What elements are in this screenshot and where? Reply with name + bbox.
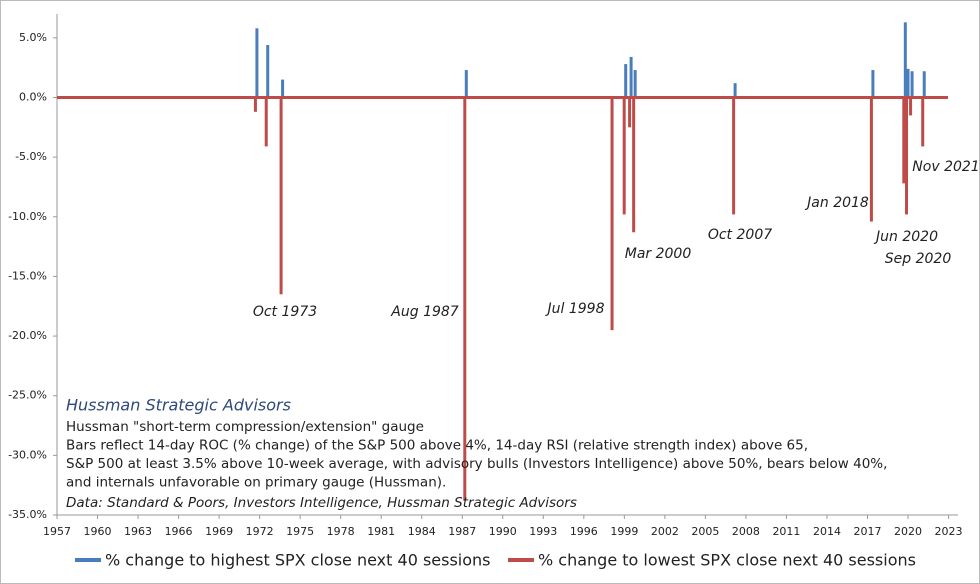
x-tick-label: 1957 [43, 525, 71, 538]
y-tick-label: -35.0% [8, 508, 47, 521]
annotation: Jan 2018 [804, 195, 869, 211]
y-tick-label: -30.0% [8, 448, 47, 461]
x-tick-label: 1984 [408, 525, 436, 538]
bar [266, 45, 270, 98]
x-tick-label: 1981 [367, 525, 395, 538]
annotation: Sep 2020 [885, 251, 952, 267]
bar [463, 97, 467, 501]
bar [910, 71, 914, 98]
x-tick-label: 1960 [84, 525, 112, 538]
bar [921, 97, 925, 147]
source: Data: Standard & Poors, Investors Intell… [66, 495, 577, 511]
annotation: Jun 2020 [873, 229, 938, 245]
y-tick-label: -10.0% [8, 210, 47, 223]
note: and internals unfavorable on primary gau… [66, 475, 446, 491]
x-tick-label: 2002 [651, 525, 679, 538]
annotation: Nov 2021 [912, 159, 979, 175]
bar [869, 97, 873, 222]
note: S&P 500 at least 3.5% above 10-week aver… [66, 456, 887, 472]
annotation: Oct 2007 [708, 227, 772, 243]
bar [902, 97, 906, 184]
x-tick-label: 2020 [894, 525, 922, 538]
y-tick-label: -20.0% [8, 329, 47, 342]
bar [906, 68, 910, 98]
bar [905, 97, 909, 215]
x-tick-label: 2017 [853, 525, 881, 538]
bar [909, 97, 913, 116]
y-tick-label: 5.0% [19, 31, 47, 44]
bar [871, 70, 875, 98]
y-tick-label: -25.0% [8, 389, 47, 402]
bar [281, 79, 285, 98]
bar [629, 56, 633, 98]
bar [732, 97, 736, 215]
x-tick-label: 1972 [246, 525, 274, 538]
annotation: Jul 1998 [545, 301, 605, 317]
bar [922, 71, 926, 98]
bar [624, 64, 628, 98]
y-tick-label: -5.0% [15, 150, 47, 163]
annotation: Aug 1987 [390, 304, 459, 320]
x-tick-label: 1999 [610, 525, 638, 538]
x-tick-label: 1963 [124, 525, 152, 538]
bar [632, 97, 636, 233]
x-tick-label: 1993 [529, 525, 557, 538]
bar [610, 97, 614, 331]
x-tick-label: 2014 [813, 525, 841, 538]
legend-label: % change to lowest SPX close next 40 ses… [538, 551, 916, 570]
x-tick-label: 1978 [327, 525, 355, 538]
x-tick-label: 1969 [205, 525, 233, 538]
bar [253, 97, 257, 112]
x-tick-label: 1990 [489, 525, 517, 538]
bar [633, 70, 637, 98]
x-tick-label: 2023 [935, 525, 963, 538]
y-tick-label: -15.0% [8, 269, 47, 282]
x-tick-label: 1996 [570, 525, 598, 538]
annotation: Oct 1973 [253, 304, 317, 320]
x-tick-label: 1975 [286, 525, 314, 538]
bar [622, 97, 626, 215]
bar [264, 97, 268, 147]
annotation: Mar 2000 [625, 246, 692, 262]
x-tick-label: 1987 [448, 525, 476, 538]
bar [733, 83, 737, 98]
x-tick-label: 2008 [732, 525, 760, 538]
y-tick-label: 0.0% [19, 91, 47, 104]
source-title: Hussman Strategic Advisors [66, 396, 291, 415]
note: Bars reflect 14-day ROC (% change) of th… [66, 438, 808, 454]
bar [903, 22, 907, 98]
x-tick-label: 2011 [772, 525, 800, 538]
bar [464, 70, 468, 98]
bar [279, 97, 283, 295]
note: Hussman "short-term compression/extensio… [66, 419, 424, 435]
bar [255, 28, 259, 98]
x-tick-label: 1966 [165, 525, 193, 538]
bar [628, 97, 632, 128]
legend-label: % change to highest SPX close next 40 se… [105, 551, 491, 570]
x-tick-label: 2005 [691, 525, 719, 538]
